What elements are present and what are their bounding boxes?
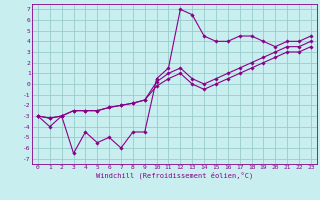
X-axis label: Windchill (Refroidissement éolien,°C): Windchill (Refroidissement éolien,°C) [96, 172, 253, 179]
